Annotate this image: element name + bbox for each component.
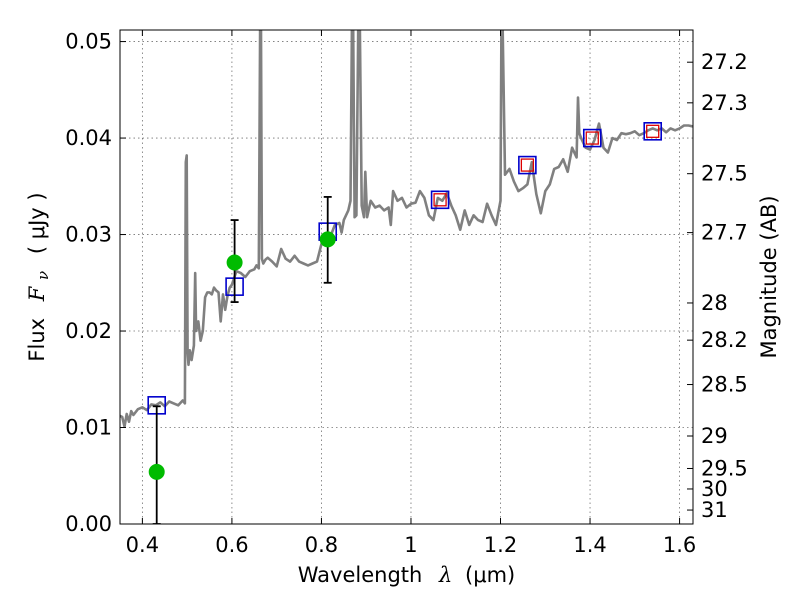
y2-tick-label: 28 <box>701 291 728 315</box>
model-point-box <box>643 122 663 141</box>
x-axis-label: Wavelength λ (μm) <box>298 563 515 587</box>
x-tick-label: 0.8 <box>305 533 338 557</box>
y2-tick-label: 29 <box>701 424 728 448</box>
model-point-inner-box <box>433 193 447 207</box>
y2-tick-label: 29.5 <box>701 456 748 480</box>
y2-tick-label: 27.2 <box>701 50 748 74</box>
y2-tick-label: 31 <box>701 498 728 522</box>
model-point-inner-box <box>646 124 660 138</box>
y-axis-label-subscript: ν <box>34 271 52 280</box>
y-tick-label: 0.05 <box>65 30 112 54</box>
y2-tick-label: 28.5 <box>701 373 748 397</box>
x-tick-label: 0.4 <box>126 533 159 557</box>
y-axis-label-unit: ( μJy ) <box>25 192 49 254</box>
axis-ticks: 0.4 0.6 0.8 1 1.2 1.4 1.6 0.00 0.01 0.02 0.03 0.04 0… <box>65 30 748 557</box>
y2-tick-label: 27.3 <box>701 91 748 115</box>
y-axis-label-text: Flux <box>25 318 49 362</box>
observed-point <box>319 231 336 248</box>
model-point-box <box>430 190 450 210</box>
y-axis-label-symbol: F <box>25 285 49 302</box>
grid-lines <box>120 30 693 525</box>
x-axis-label-unit: (μm) <box>465 563 515 587</box>
y-tick-label: 0.01 <box>65 416 112 440</box>
y2-tick-label: 27.7 <box>701 221 748 245</box>
observed-point <box>226 254 243 271</box>
x-tick-label: 1.4 <box>573 533 606 557</box>
y-tick-label: 0.02 <box>65 319 112 343</box>
y-tick-label: 0.04 <box>65 126 112 150</box>
y2-axis-label: Magnitude (AB) <box>757 195 781 358</box>
observed-point <box>148 463 165 480</box>
spectrum-line <box>120 30 693 428</box>
y2-tick-label: 27.5 <box>701 162 748 186</box>
y2-tick-label: 28.2 <box>701 328 748 352</box>
x-tick-label: 1.6 <box>663 533 696 557</box>
plot-area <box>120 30 693 524</box>
model-point-inner-box <box>585 131 599 145</box>
x-axis-label-symbol: λ <box>438 563 452 587</box>
y-axis-label: Flux F ν ( μJy ) <box>25 192 53 361</box>
model-point-box <box>518 155 537 175</box>
x-tick-label: 0.6 <box>215 533 248 557</box>
x-tick-label: 1.2 <box>484 533 517 557</box>
x-tick-label: 1 <box>404 533 417 557</box>
model-point-box <box>582 128 602 148</box>
x-axis-label-text: Wavelength <box>298 563 423 587</box>
y-tick-label: 0.03 <box>65 223 112 247</box>
axes-frame <box>119 29 694 525</box>
y2-tick-label: 30 <box>701 477 728 501</box>
model-point-inner-box <box>520 158 535 172</box>
y-tick-label: 0.00 <box>65 512 112 536</box>
